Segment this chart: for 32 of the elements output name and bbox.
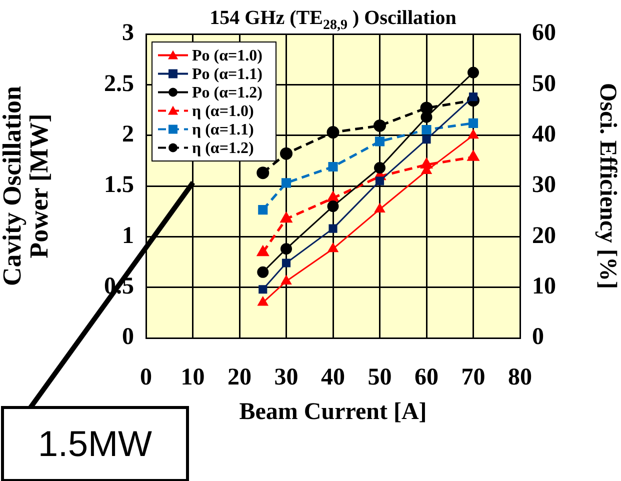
legend-label: Po (α=1.0) [192, 47, 262, 64]
legend-label: Po (α=1.1) [192, 66, 262, 83]
y2-tick-label: 50 [532, 70, 556, 97]
x-tick-label: 80 [508, 364, 532, 391]
x-tick-label: 40 [321, 364, 345, 391]
y-tick-label: 1.5 [104, 172, 134, 198]
y2-tick-label: 60 [532, 20, 556, 46]
legend-label: η (α=1.2) [192, 140, 254, 157]
x-tick-label: 20 [228, 364, 252, 391]
x-axis-title: Beam Current [A] [239, 398, 427, 425]
y2-tick-label: 20 [532, 222, 556, 249]
y2-tick-label: 10 [532, 274, 556, 300]
x-tick-label: 70 [461, 364, 486, 391]
y-tick-label: 2 [122, 122, 134, 148]
y-tick-label: 3 [122, 20, 134, 46]
y2-tick-label: 0 [532, 324, 544, 350]
text: 1.5MW [1, 406, 189, 481]
y-tick-label: 0 [122, 324, 134, 350]
x-tick-label: 10 [180, 364, 205, 391]
legend-label: η (α=1.0) [192, 102, 254, 120]
y2-axis-title: Osci. Efficiency [%] [594, 83, 620, 289]
y-tick-label: 2.5 [104, 70, 134, 97]
x-tick-label: 50 [368, 364, 392, 391]
y2-tick-label: 40 [532, 122, 556, 148]
legend-label: Po (α=1.2) [192, 84, 262, 102]
y2-tick-label: 30 [532, 172, 556, 198]
x-tick-label: 30 [274, 364, 298, 391]
x-tick-label: 0 [140, 364, 152, 391]
y-axis-title: Cavity Oscillation Power [MW] [0, 85, 54, 286]
y-tick-label: 1 [122, 222, 134, 249]
x-tick-label: 60 [414, 364, 438, 391]
legend-label: η (α=1.1) [192, 121, 254, 138]
